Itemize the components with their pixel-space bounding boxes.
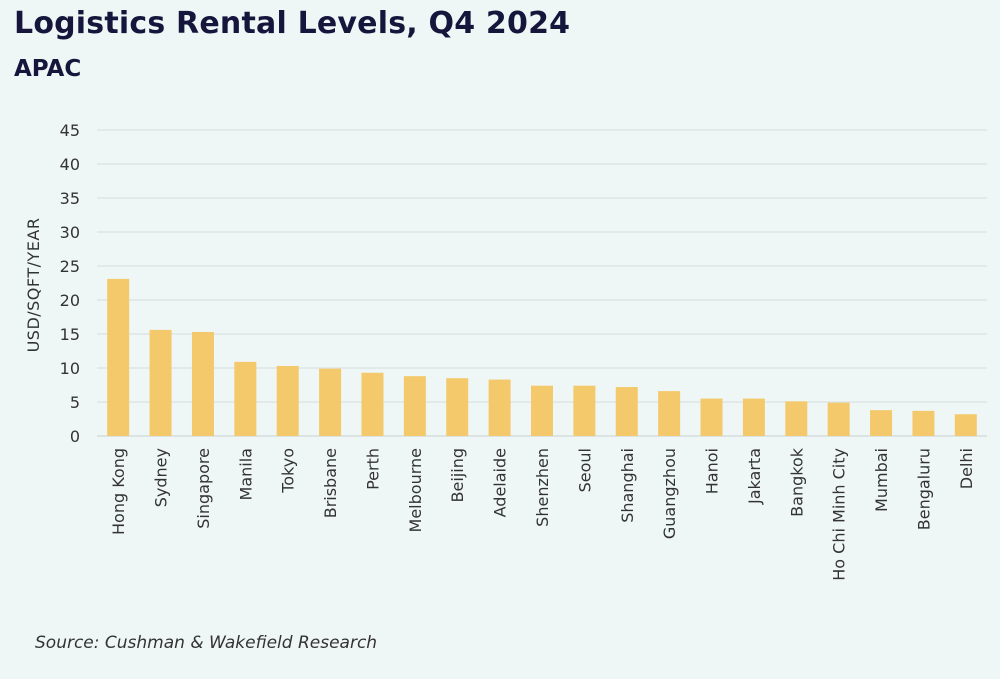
y-tick-label: 45	[60, 121, 80, 140]
x-tick-label: Brisbane	[321, 448, 340, 518]
chart-title: Logistics Rental Levels, Q4 2024	[14, 6, 571, 41]
y-tick-label: 5	[70, 393, 80, 412]
x-tick-label: Jakarta	[745, 448, 764, 505]
bar	[827, 402, 850, 436]
bar	[870, 410, 893, 436]
x-tick-label: Melbourne	[406, 448, 425, 532]
x-tick-label: Guangzhou	[660, 448, 679, 539]
source-note: Source: Cushman & Wakefield Research	[35, 633, 378, 653]
bar	[107, 278, 130, 436]
y-tick-label: 10	[60, 359, 80, 378]
grid-lines	[97, 129, 987, 437]
x-tick-label: Perth	[363, 448, 382, 490]
x-axis-ticks: Hong Kong Sydney Singapore Manila Tokyo Brisb…	[109, 447, 976, 580]
x-tick-label: Manila	[236, 448, 255, 500]
bar	[573, 385, 596, 436]
y-tick-label: 40	[60, 155, 80, 174]
y-tick-label: 20	[60, 291, 80, 310]
y-axis-ticks: 0 5 10 15 20 25 30 35 40 45	[60, 121, 80, 446]
bar	[361, 372, 384, 436]
x-tick-label: Tokyo	[279, 448, 298, 494]
x-tick-label: Sydney	[152, 448, 171, 507]
bar	[319, 368, 342, 436]
chart-subtitle: APAC	[14, 56, 82, 82]
x-tick-label: Ho Chi Minh City	[830, 448, 849, 581]
x-tick-label: Delhi	[957, 448, 976, 489]
x-tick-label: Hanoi	[703, 448, 722, 494]
bar	[912, 410, 935, 436]
y-tick-label: 15	[60, 325, 80, 344]
x-tick-label: Bangkok	[787, 447, 806, 517]
bar	[488, 379, 511, 436]
bar	[785, 401, 808, 436]
bars	[107, 278, 977, 436]
bar	[531, 385, 553, 436]
x-tick-label: Beijing	[448, 448, 467, 502]
y-tick-label: 0	[70, 427, 80, 446]
bar	[403, 376, 426, 436]
bar	[615, 387, 638, 436]
bar	[234, 361, 257, 436]
bar	[954, 414, 977, 436]
x-tick-label: Seoul	[575, 448, 594, 492]
bar	[446, 378, 469, 436]
bar	[742, 398, 765, 436]
bar	[276, 365, 299, 436]
x-tick-label: Adelaide	[491, 448, 510, 517]
y-axis-label: USD/SQFT/YEAR	[24, 218, 43, 353]
x-tick-label: Shanghai	[618, 448, 637, 523]
x-tick-label: Hong Kong	[109, 448, 128, 535]
bar	[658, 391, 681, 436]
y-tick-label: 25	[60, 257, 80, 276]
bar	[149, 329, 172, 436]
x-tick-label: Shenzhen	[533, 448, 552, 527]
x-tick-label: Singapore	[194, 448, 213, 529]
bar	[700, 398, 723, 436]
y-tick-label: 30	[60, 223, 80, 242]
x-tick-label: Bengaluru	[914, 448, 933, 530]
x-tick-label: Mumbai	[872, 448, 891, 512]
y-tick-label: 35	[60, 189, 80, 208]
bar	[191, 331, 214, 436]
